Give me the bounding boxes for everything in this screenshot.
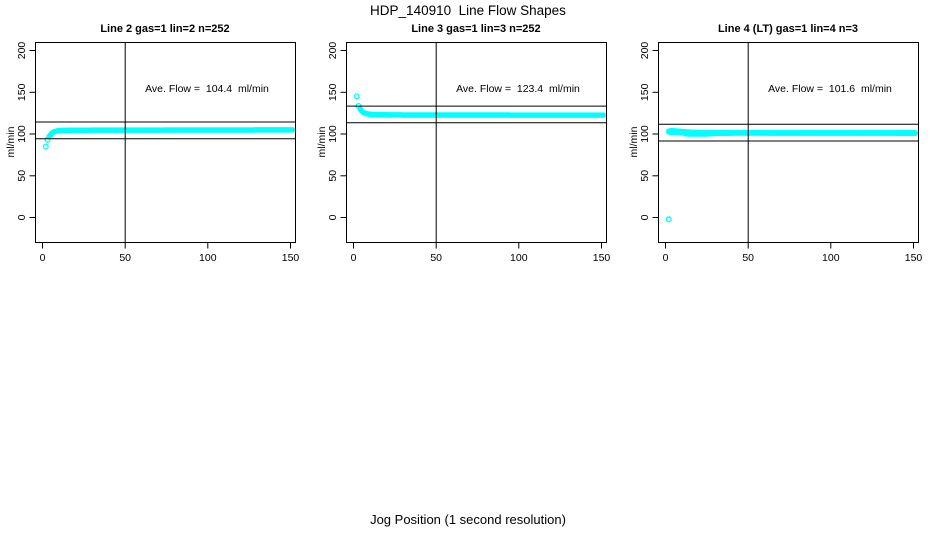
panel-title-line4: Line 4 (LT) gas=1 lin=4 n=3 — [717, 23, 859, 35]
plot-area-line3: 0 50 100 150 0 50 100 150 200 — [327, 42, 611, 264]
y-tick-label: 200 — [639, 42, 651, 60]
data-point — [665, 216, 672, 223]
x-tick-label: 50 — [742, 252, 754, 264]
plot-area-line2: 0 50 100 150 0 50 100 150 200 — [16, 42, 300, 264]
panel-line3: 0 50 100 150 0 50 100 150 200 Line 3 gas=1 lin=3… — [311, 0, 624, 280]
y-tick-label: 50 — [16, 170, 28, 182]
panel-line4: 0 50 100 150 0 50 100 150 200 Line 4 (LT) gas=1 … — [623, 0, 936, 280]
data-point — [42, 143, 49, 150]
data-point — [44, 136, 51, 143]
x-tick-label: 50 — [430, 252, 442, 264]
ave-flow-annotation: Ave. Flow = 104.4 ml/min — [145, 83, 269, 95]
x-tick-label: 100 — [199, 252, 217, 264]
y-tick-label: 100 — [639, 125, 651, 143]
plot-box — [35, 42, 296, 243]
y-tick-label: 100 — [327, 125, 339, 143]
y-tick-label: 150 — [639, 83, 651, 101]
panel-title-line3: Line 3 gas=1 lin=3 n=252 — [411, 23, 541, 35]
data-point — [353, 93, 360, 100]
x-tick-label: 100 — [510, 252, 528, 264]
y-tick-label: 150 — [327, 83, 339, 101]
panel-title-line2: Line 2 gas=1 lin=2 n=252 — [100, 23, 230, 35]
y-tick-label: 50 — [327, 170, 339, 182]
ave-flow-annotation: Ave. Flow = 101.6 ml/min — [768, 83, 892, 95]
plot-area-line4: 0 50 100 150 0 50 100 150 200 — [639, 42, 923, 264]
y-tick-label: 0 — [16, 214, 28, 220]
y-axis-label: ml/min — [628, 126, 640, 158]
figure-title: HDP_140910 Line Flow Shapes — [370, 3, 566, 18]
panel-line2: 0 50 100 150 0 50 100 150 200 Line 2 gas=1 lin=2… — [0, 0, 313, 280]
y-tick-label: 0 — [639, 214, 651, 220]
x-tick-label: 0 — [663, 252, 669, 264]
y-tick-label: 100 — [16, 125, 28, 143]
x-tick-label: 150 — [282, 252, 300, 264]
plot-box — [658, 42, 919, 243]
y-tick-label: 150 — [16, 83, 28, 101]
y-tick-label: 0 — [327, 214, 339, 220]
x-tick-label: 150 — [593, 252, 611, 264]
x-tick-label: 100 — [822, 252, 840, 264]
ave-flow-annotation: Ave. Flow = 123.4 ml/min — [456, 83, 580, 95]
y-axis-label: ml/min — [316, 126, 328, 158]
x-tick-label: 150 — [905, 252, 923, 264]
plot-box — [346, 42, 607, 243]
flow-trace-3 — [682, 130, 735, 137]
x-tick-label: 0 — [351, 252, 357, 264]
x-tick-label: 0 — [40, 252, 46, 264]
x-axis-label: Jog Position (1 second resolution) — [370, 512, 566, 527]
y-tick-label: 50 — [639, 170, 651, 182]
y-tick-label: 200 — [327, 42, 339, 60]
y-axis-label: ml/min — [5, 126, 17, 158]
flow-trace — [46, 127, 295, 140]
x-tick-label: 50 — [119, 252, 131, 264]
flow-trace — [357, 106, 606, 118]
y-tick-label: 200 — [16, 42, 28, 60]
